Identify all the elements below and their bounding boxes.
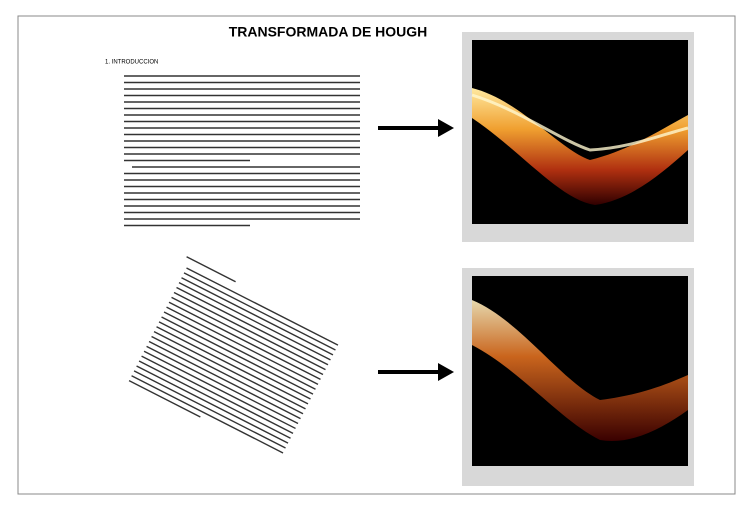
slide: TRANSFORMADA DE HOUGH 1. INTRODUCCION [0, 0, 752, 504]
section-heading: 1. INTRODUCCION [105, 60, 158, 66]
plot-area [472, 276, 688, 466]
page: {"header": {"title": "TRANSFORMADA DE HO… [0, 0, 752, 504]
slide-title: TRANSFORMADA DE HOUGH [229, 24, 428, 40]
hough-plot [462, 32, 694, 242]
hough-plot [462, 268, 694, 486]
